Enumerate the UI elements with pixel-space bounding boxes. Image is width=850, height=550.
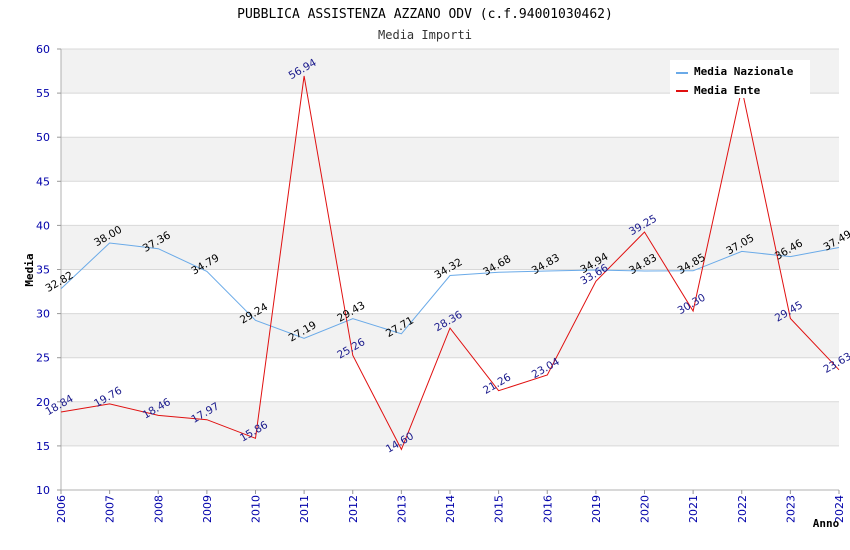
- plot-band: [61, 137, 839, 182]
- x-tick-label: 2022: [736, 495, 749, 523]
- y-tick-label: 10: [36, 484, 50, 497]
- legend: Media Nazionale Media Ente: [670, 60, 810, 98]
- y-tick-label: 45: [36, 175, 50, 188]
- x-tick-label: 2008: [152, 495, 165, 523]
- legend-label-ente: Media Ente: [694, 84, 761, 97]
- legend-label-nazionale: Media Nazionale: [694, 65, 794, 78]
- chart-subtitle: Media Importi: [378, 28, 472, 42]
- series-line-ente: [60, 75, 840, 451]
- plot-band: [61, 401, 839, 446]
- x-axis-label: Anno: [813, 517, 840, 530]
- y-tick-label: 55: [36, 87, 50, 100]
- x-tick-label: 2006: [55, 495, 68, 523]
- gridlines: [61, 48, 839, 491]
- x-tick-label: 2009: [201, 495, 214, 523]
- y-tick-label: 60: [36, 43, 50, 56]
- legend-box: [670, 60, 810, 98]
- plot-band: [61, 313, 839, 358]
- plot-band: [61, 225, 839, 270]
- series-line-nazionale: [60, 242, 840, 339]
- x-tick-label: 2020: [639, 495, 652, 523]
- x-tick-label: 2024: [833, 495, 846, 523]
- x-tick-label: 2011: [298, 495, 311, 523]
- chart-title: PUBBLICA ASSISTENZA AZZANO ODV (c.f.9400…: [237, 7, 613, 22]
- y-tick-label: 30: [36, 308, 50, 321]
- x-tick-label: 2007: [104, 495, 117, 523]
- plot-bands: [61, 49, 839, 446]
- data-label-ente: 23.04: [530, 356, 562, 382]
- x-axis-ticks: 2006 2007 2008 2009 2010 2011 2012 2013 2014 2015…: [55, 490, 846, 523]
- y-tick-label: 40: [36, 219, 50, 232]
- y-tick-label: 25: [36, 352, 50, 365]
- y-tick-label: 15: [36, 440, 50, 453]
- x-tick-label: 2012: [347, 495, 360, 523]
- x-tick-label: 2010: [250, 495, 263, 523]
- x-tick-label: 2014: [444, 495, 457, 523]
- x-tick-label: 2019: [590, 495, 603, 523]
- x-tick-label: 2013: [395, 495, 408, 523]
- y-tick-label: 50: [36, 131, 50, 144]
- x-tick-label: 2016: [541, 495, 554, 523]
- series-lines: [60, 75, 840, 451]
- x-tick-label: 2015: [493, 495, 506, 523]
- y-axis-label: Media: [23, 253, 36, 286]
- x-tick-label: 2021: [687, 495, 700, 523]
- y-tick-label: 20: [36, 396, 50, 409]
- x-tick-label: 2023: [784, 495, 797, 523]
- y-tick-label: 35: [36, 264, 50, 277]
- y-axis-ticks: 10 15 20 25 30 35 40 45 50 55 60: [36, 43, 61, 497]
